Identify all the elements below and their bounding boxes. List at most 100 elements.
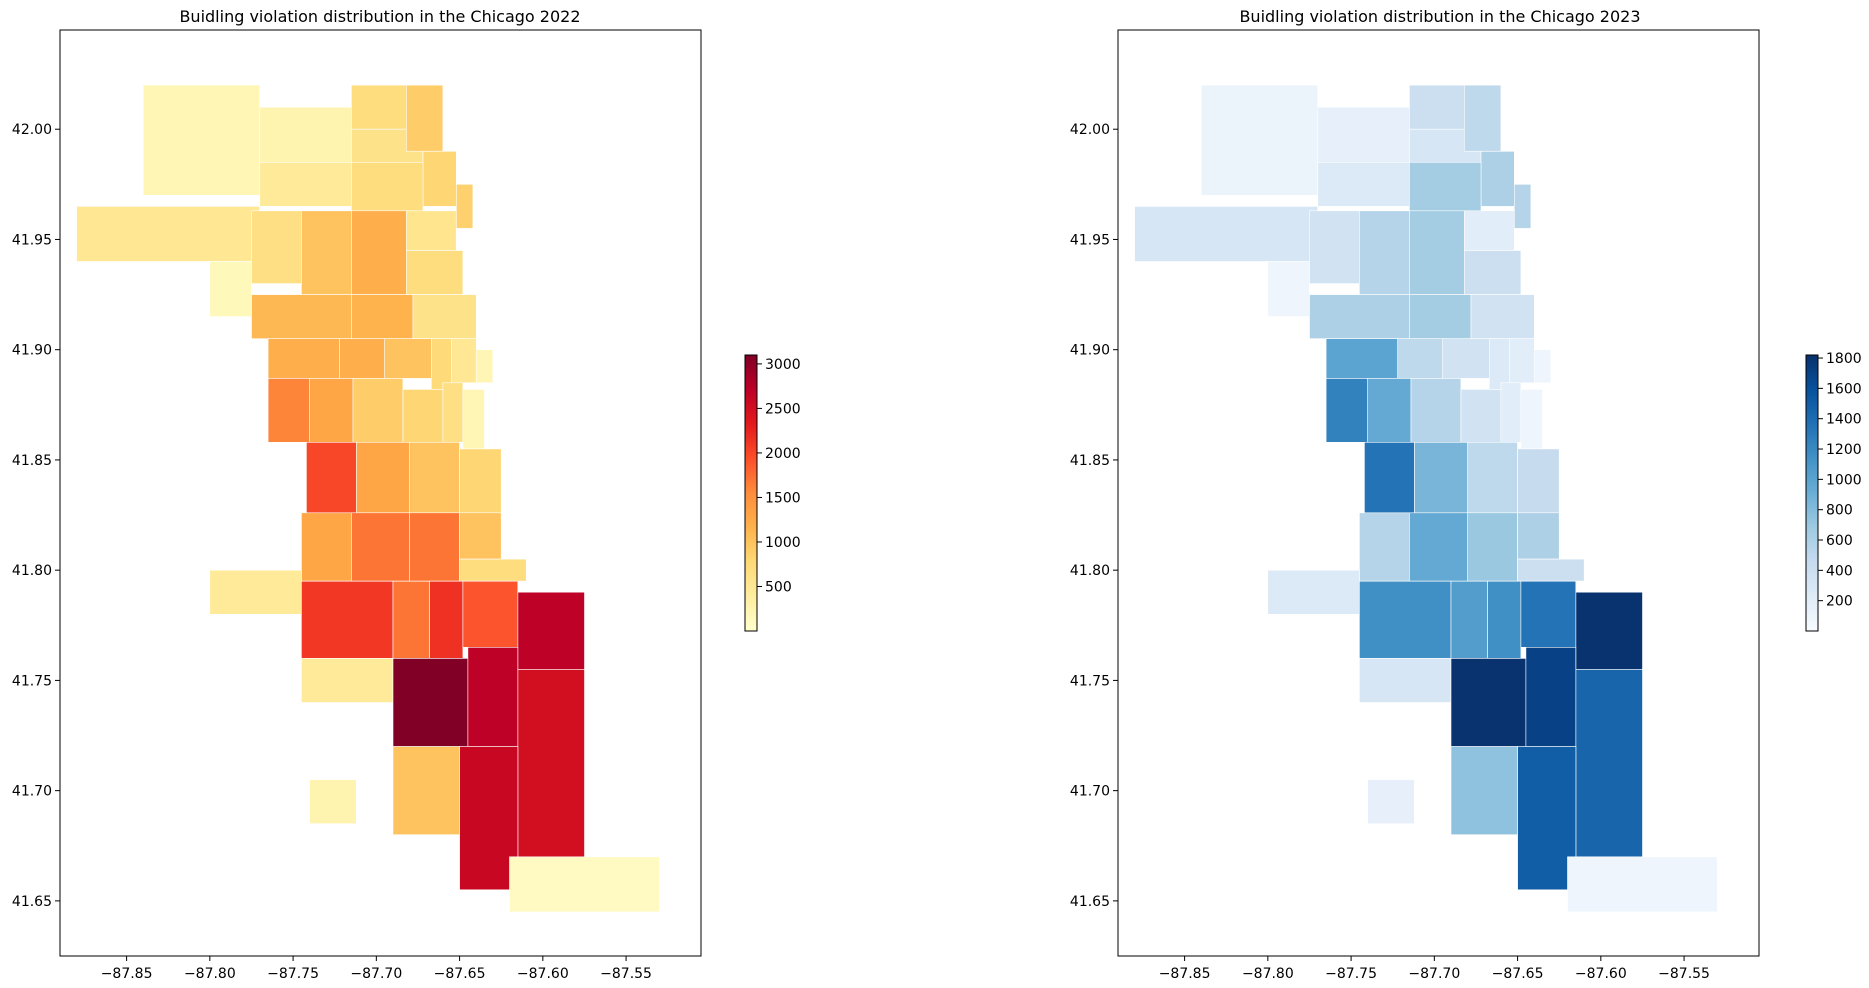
community-area-region [1359, 580, 1452, 659]
community-area-region [429, 580, 464, 659]
community-area-region [259, 106, 352, 163]
community-area-region [1367, 779, 1415, 824]
community-area-region [1464, 250, 1522, 295]
community-area-region [1467, 441, 1518, 514]
colorbar-ticks: 500 1000 1500 2000 2500 3000 [757, 357, 801, 595]
community-area-region [1409, 210, 1465, 295]
x-tick-label: −87.55 [600, 966, 652, 982]
community-area-region [1134, 206, 1318, 262]
colorbar-tick-label: 1800 [1826, 351, 1862, 367]
colorbar-tick-label: 800 [1826, 503, 1853, 519]
colorbar-tick-label: 1000 [1826, 472, 1862, 488]
colorbar-tick-label: 200 [1826, 594, 1853, 610]
colorbar-tick-label: 1500 [765, 490, 801, 506]
colorbar-tick-label: 1000 [765, 535, 801, 551]
community-area-region [459, 512, 502, 560]
map-2022: Buidling violation distribution in the C… [12, 7, 801, 982]
x-axis: −87.85 −87.80 −87.75 −87.70 −87.65 −87.60 −87.… [1159, 956, 1710, 982]
community-area-region [1575, 591, 1643, 670]
community-area-region [462, 389, 485, 450]
community-area-region [209, 569, 302, 615]
community-area-region [301, 658, 394, 703]
y-tick-label: 41.80 [12, 563, 52, 579]
community-area-region [384, 338, 432, 379]
community-area-region [1442, 338, 1490, 379]
community-area-region [405, 250, 464, 295]
y-axis: 42.00 41.95 41.90 41.85 41.80 41.75 41.70 41.65 [12, 122, 60, 910]
community-area-region [430, 338, 452, 390]
y-axis: 42.00 41.95 41.90 41.85 41.80 41.75 41.70 41.65 [1070, 122, 1118, 910]
community-area-region [1409, 294, 1472, 340]
community-area-region [1409, 162, 1482, 212]
x-axis: −87.85 −87.80 −87.75 −87.70 −87.65 −87.60 −87.… [101, 956, 652, 982]
y-tick-label: 41.85 [1070, 453, 1110, 469]
y-tick-label: 41.75 [12, 673, 52, 689]
community-area-region [1517, 512, 1560, 560]
community-area-region [351, 512, 410, 582]
colorbar-gradient [1805, 354, 1819, 632]
x-tick-label: −87.65 [1492, 966, 1544, 982]
y-tick-label: 42.00 [12, 122, 52, 138]
y-tick-label: 41.70 [1070, 784, 1110, 800]
community-area-region [1450, 746, 1518, 835]
community-area-region [1309, 210, 1360, 284]
x-tick-label: −87.80 [184, 966, 236, 982]
community-area-region [412, 294, 477, 340]
community-area-region [1489, 338, 1510, 390]
community-area-region [1575, 669, 1643, 858]
community-area-region [1397, 338, 1443, 379]
community-area-region [356, 441, 410, 514]
x-tick-label: −87.60 [517, 966, 569, 982]
community-area-region [1409, 512, 1469, 582]
y-tick-label: 41.70 [12, 784, 52, 800]
community-area-region [339, 338, 386, 379]
community-area-region [1317, 106, 1410, 163]
community-area-region [1325, 378, 1368, 443]
community-area-region [1359, 210, 1410, 295]
community-area-region [1367, 378, 1412, 443]
colorbar-tick-label: 2000 [765, 446, 801, 462]
colorbar-tick-label: 500 [765, 579, 792, 595]
community-area-region [309, 779, 357, 824]
community-area-region [301, 512, 352, 582]
community-area-region [1525, 646, 1577, 747]
community-area-region [1480, 151, 1515, 207]
community-area-region [392, 658, 469, 747]
x-tick-label: −87.85 [101, 966, 153, 982]
community-area-region [1450, 658, 1527, 747]
community-area-region [1520, 580, 1577, 648]
community-area-region [1500, 382, 1522, 443]
community-area-region [1200, 84, 1318, 196]
community-area-region [351, 294, 414, 340]
community-area-region [1514, 184, 1532, 229]
community-area-region [301, 580, 394, 659]
community-area-region [1450, 580, 1488, 659]
y-tick-label: 42.00 [1070, 122, 1110, 138]
community-area-region [267, 378, 311, 443]
y-tick-label: 41.85 [12, 453, 52, 469]
colorbar-tick-label: 400 [1826, 563, 1853, 579]
community-area-region [1517, 558, 1585, 582]
community-area-region [517, 591, 585, 670]
community-area-region [1364, 441, 1415, 514]
x-tick-label: −87.80 [1242, 966, 1294, 982]
community-area-region [409, 441, 460, 514]
community-area-region [450, 338, 477, 384]
colorbar-tick-label: 3000 [765, 357, 801, 373]
axes-frame [1117, 29, 1760, 957]
community-area-region [1520, 389, 1543, 450]
community-area-region [1325, 338, 1398, 379]
community-area-region [1267, 261, 1310, 317]
colorbar-tick-label: 1200 [1826, 442, 1862, 458]
community-area-region [306, 441, 357, 514]
community-area-region [259, 162, 352, 207]
community-area-region [352, 378, 404, 443]
community-area-region [351, 210, 407, 295]
community-area-region [405, 84, 444, 152]
community-area-region [462, 580, 519, 648]
region-layer [1134, 84, 1718, 913]
community-area-region [1359, 658, 1452, 703]
map-title: Buidling violation distribution in the C… [179, 7, 580, 26]
community-area-region [1487, 580, 1522, 659]
